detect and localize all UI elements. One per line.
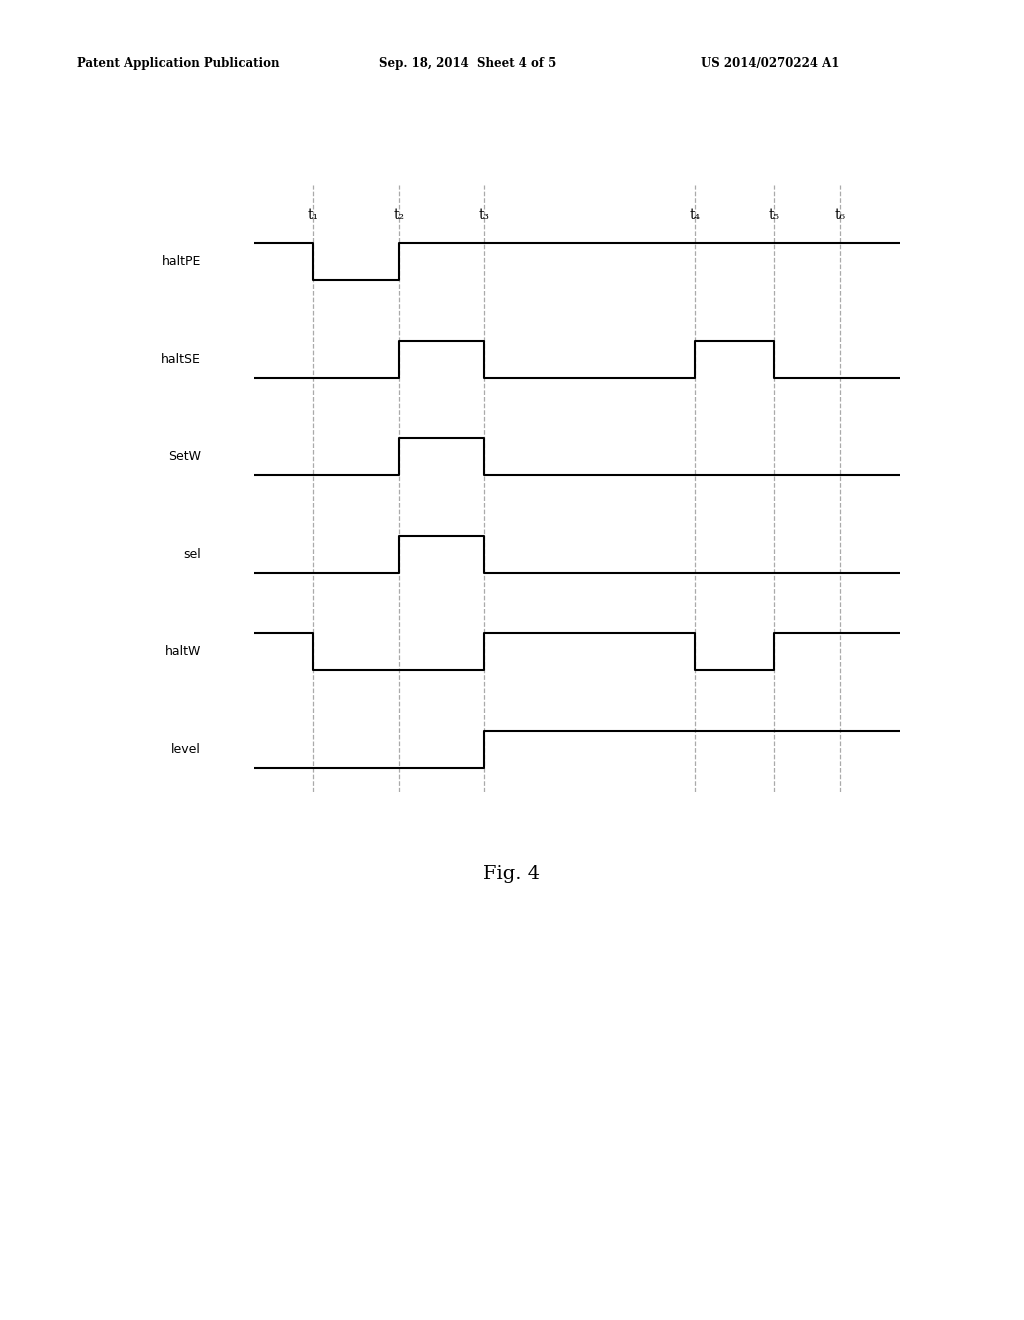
Text: haltSE: haltSE	[161, 352, 201, 366]
Text: t₁: t₁	[307, 207, 318, 222]
Text: Patent Application Publication: Patent Application Publication	[77, 57, 280, 70]
Text: t₄: t₄	[690, 207, 700, 222]
Text: haltW: haltW	[165, 645, 201, 659]
Text: Fig. 4: Fig. 4	[483, 865, 541, 883]
Text: t₃: t₃	[479, 207, 489, 222]
Text: t₂: t₂	[393, 207, 404, 222]
Text: t₆: t₆	[835, 207, 846, 222]
Text: haltPE: haltPE	[162, 255, 201, 268]
Text: Sep. 18, 2014  Sheet 4 of 5: Sep. 18, 2014 Sheet 4 of 5	[379, 57, 556, 70]
Text: sel: sel	[183, 548, 201, 561]
Text: level: level	[171, 743, 201, 755]
Text: t₅: t₅	[769, 207, 780, 222]
Text: SetW: SetW	[168, 450, 201, 463]
Text: US 2014/0270224 A1: US 2014/0270224 A1	[701, 57, 840, 70]
